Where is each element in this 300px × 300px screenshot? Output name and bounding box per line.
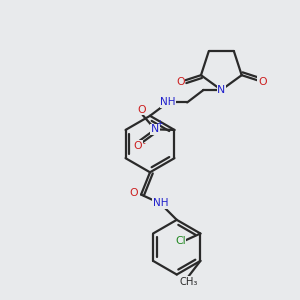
Text: N: N xyxy=(151,124,159,134)
Text: O: O xyxy=(129,188,138,198)
Text: NH: NH xyxy=(153,199,168,208)
Text: O: O xyxy=(258,77,267,87)
Text: N: N xyxy=(217,85,226,95)
Text: NH: NH xyxy=(160,98,176,107)
Text: O: O xyxy=(138,105,146,115)
Text: +: + xyxy=(157,119,163,128)
Text: O: O xyxy=(134,141,142,151)
Text: CH₃: CH₃ xyxy=(179,277,198,287)
Text: Cl: Cl xyxy=(175,236,186,246)
Text: -: - xyxy=(143,139,146,148)
Text: O: O xyxy=(176,77,185,87)
